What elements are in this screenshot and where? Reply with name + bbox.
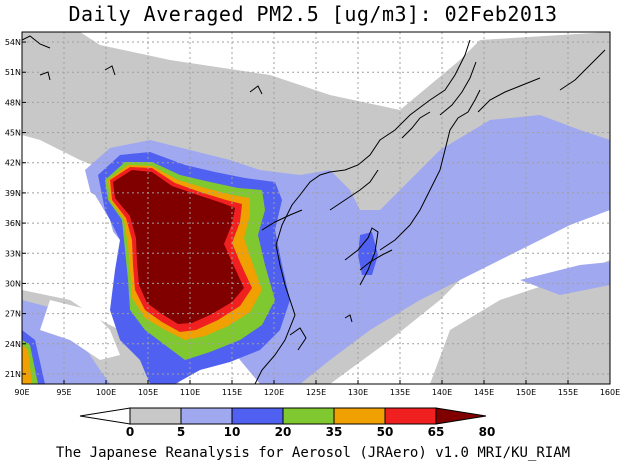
lon-tick-label: 145E — [474, 388, 494, 397]
colorbar-arrow-low — [79, 407, 131, 425]
map-title: Daily Averaged PM2.5 [ug/m3]: 02Feb2013 — [68, 2, 558, 26]
lat-tick-label: 51N — [5, 68, 21, 77]
lat-tick-label: 42N — [5, 159, 21, 168]
colorbar-box — [180, 407, 233, 425]
lon-tick-label: 130E — [348, 388, 368, 397]
lon-tick-label: 160E — [600, 388, 620, 397]
lat-tick-label: 39N — [5, 189, 21, 198]
colorbar-label: 80 — [479, 425, 496, 439]
lat-tick-label: 33N — [5, 249, 21, 258]
lon-tick-label: 140E — [432, 388, 452, 397]
lat-tick-label: 45N — [5, 129, 21, 138]
lon-tick-label: 95E — [56, 388, 71, 397]
colorbar-box — [231, 407, 284, 425]
colorbar-label: 65 — [428, 425, 445, 439]
colorbar-label: 5 — [177, 425, 185, 439]
colorbar-arrow-high — [435, 407, 487, 425]
footer-credit: The Japanese Reanalysis for Aerosol (JRA… — [55, 445, 571, 461]
colorbar-box — [384, 407, 437, 425]
colorbar-box — [129, 407, 182, 425]
lon-tick-label: 150E — [516, 388, 536, 397]
lat-tick-label: 30N — [5, 279, 21, 288]
colorbar-box — [333, 407, 386, 425]
colorbar-label: 0 — [126, 425, 134, 439]
lon-tick-label: 155E — [558, 388, 578, 397]
lat-tick-label: 36N — [5, 219, 21, 228]
lon-tick-label: 100E — [96, 388, 116, 397]
lat-tick-label: 21N — [5, 370, 21, 379]
lon-tick-label: 90E — [14, 388, 29, 397]
pm25-level-80-plus — [113, 170, 244, 324]
lat-tick-label: 27N — [5, 310, 21, 319]
colorbar-label: 20 — [275, 425, 292, 439]
lat-tick-label: 48N — [5, 98, 21, 107]
lon-tick-label: 120E — [264, 388, 284, 397]
lat-tick-label: 54N — [5, 38, 21, 47]
axis-ticks: 90E 95E 100E 105E 110E 115E 120E 125E 130E 135E 14… — [5, 38, 620, 397]
map-gridlines — [22, 32, 610, 384]
lon-tick-label: 135E — [390, 388, 410, 397]
lon-tick-label: 125E — [306, 388, 326, 397]
pm25-level-0-5 — [22, 165, 120, 360]
colorbar-label: 35 — [326, 425, 343, 439]
lon-tick-label: 115E — [222, 388, 242, 397]
colorbar-label: 10 — [224, 425, 241, 439]
lon-tick-label: 110E — [180, 388, 200, 397]
lat-tick-label: 24N — [5, 340, 21, 349]
colorbar-box — [282, 407, 335, 425]
coastlines — [22, 35, 606, 384]
lon-tick-label: 105E — [138, 388, 158, 397]
colorbar-label: 50 — [377, 425, 394, 439]
